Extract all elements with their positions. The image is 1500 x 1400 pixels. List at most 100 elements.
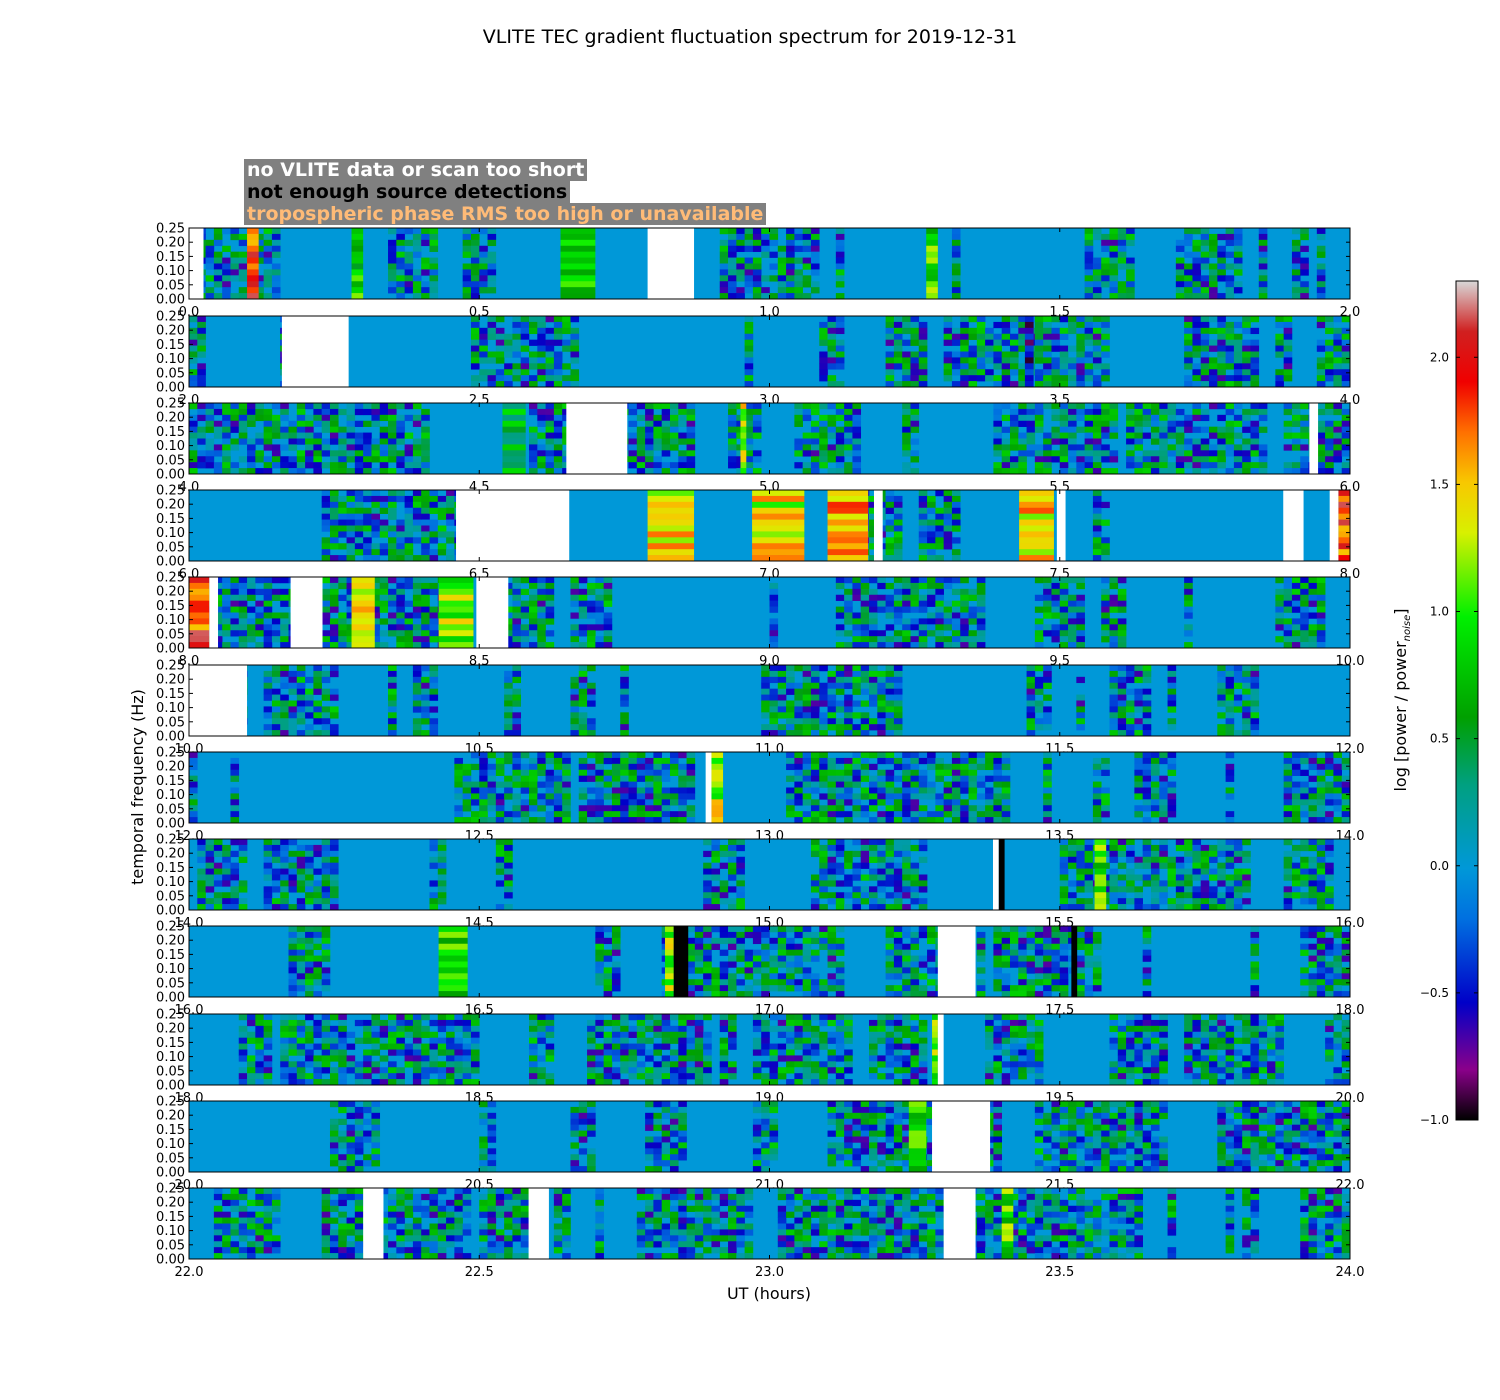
spectrum-cell [661, 793, 671, 800]
spectrum-cell [545, 577, 555, 584]
spectrum-cell [628, 763, 638, 771]
spectrum-cell [1134, 763, 1143, 771]
spectrum-cell [1225, 408, 1235, 416]
spectrum-cell [794, 438, 803, 445]
spectrum-cell [354, 444, 364, 451]
spectrum-cell [810, 775, 820, 782]
hot-band-cell [351, 630, 375, 637]
spectrum-cell [728, 257, 737, 264]
spectrum-cell [902, 787, 911, 794]
spectrum-cell [462, 245, 472, 252]
spectrum-cell [421, 269, 430, 276]
spectrum-cell [686, 432, 696, 439]
spectrum-cell [404, 555, 414, 562]
spectrum-cell [462, 769, 472, 776]
spectrum-cell [794, 787, 803, 794]
spectrum-cell [885, 525, 895, 532]
spectrum-cell [744, 287, 754, 294]
spectrum-cell [976, 636, 986, 643]
spectrum-cell [669, 769, 679, 776]
spectrum-cell [1043, 682, 1052, 689]
spectrum-cell [910, 316, 920, 323]
spectrum-cell [1150, 456, 1160, 463]
spectrum-cell [1175, 420, 1185, 427]
spectrum-cell [1076, 706, 1085, 713]
spectrum-cell [844, 665, 853, 672]
spectrum-cell [529, 357, 538, 364]
spectrum-cell [827, 769, 837, 776]
spectrum-cell [1068, 357, 1077, 364]
spectrum-cell [761, 670, 770, 678]
spectrum-cell [545, 781, 555, 788]
spectrum-cell [1283, 432, 1293, 439]
spectrum-cell [205, 420, 215, 427]
spectrum-cell [1184, 381, 1193, 388]
spectrum-cell [329, 688, 339, 695]
spectrum-cells [189, 752, 1351, 824]
spectrum-cell [255, 251, 264, 258]
spectrum-cell [529, 787, 538, 794]
spectrum-cell [1300, 414, 1309, 422]
spectrum-cell [752, 403, 762, 410]
spectrum-cell [1242, 438, 1251, 445]
panel-2: 0.000.050.100.150.200.254.0 4.5 5.0 5.5 6.0 [156, 397, 1360, 496]
spectrum-cell [669, 462, 679, 469]
spectrum-cell [1250, 730, 1260, 737]
spectrum-cell [222, 257, 231, 264]
spectrum-cell [1026, 676, 1036, 684]
spectrum-cell [802, 730, 812, 737]
spectrum-cell [354, 403, 364, 410]
spectrum-cell [595, 588, 604, 596]
spectrum-cell [504, 345, 513, 352]
spectrum-cell [960, 787, 969, 794]
spectrum-cell [1250, 426, 1260, 433]
spectrum-cell [305, 420, 314, 427]
spectrum-cell [197, 369, 206, 376]
spectrum-cell [462, 293, 472, 300]
spectrum-cell [943, 501, 953, 509]
spectrum-cell [960, 327, 969, 335]
spectrum-cell [520, 606, 530, 613]
spectrum-cell [1242, 462, 1251, 469]
spectrum-cell [1043, 769, 1052, 776]
spectrum-cell [976, 763, 986, 771]
spectrum-cell [1308, 588, 1318, 596]
spectrum-cell [213, 612, 223, 619]
spectrum-cell [470, 239, 480, 247]
spectrum-cell [1034, 624, 1044, 631]
spectrum-cell [578, 718, 588, 725]
spectrum-cell [429, 618, 439, 625]
spectrum-cell [951, 519, 961, 526]
spectrum-cell [429, 519, 439, 526]
spectrum-cell [553, 327, 563, 335]
spectrum-cell [429, 682, 439, 689]
spectrum-cell [1159, 462, 1168, 469]
hot-band-cell [247, 275, 259, 282]
spectrum-cell [346, 519, 356, 526]
spectrum-cell [230, 408, 240, 416]
spectrum-cell [852, 612, 862, 619]
spectrum-cell [421, 712, 430, 719]
spectrum-cell [263, 432, 273, 439]
spectrum-cell [537, 363, 546, 370]
spectrum-cell [338, 444, 347, 451]
spectrum-cell [869, 501, 878, 509]
spectrum-cell [893, 357, 903, 364]
spectrum-cell [1209, 275, 1218, 282]
spectrum-cell [338, 642, 347, 649]
spectrum-cell [1101, 456, 1110, 463]
spectrum-cell [1092, 228, 1102, 235]
spectrum-cell [329, 537, 339, 544]
spectrum-cell [835, 718, 845, 725]
spectrum-cell [893, 582, 903, 590]
spectrum-cell [379, 426, 389, 433]
spectrum-cell [786, 251, 795, 258]
spectrum-cell [1341, 327, 1351, 335]
spectrum-cell [529, 781, 538, 788]
spectrum-cell [213, 403, 223, 410]
spectrum-cell [1092, 327, 1102, 335]
spectrum-cell [346, 555, 356, 562]
spectrum-cell [1283, 636, 1293, 643]
spectrum-cell [346, 513, 356, 520]
spectrum-cell [396, 543, 405, 550]
